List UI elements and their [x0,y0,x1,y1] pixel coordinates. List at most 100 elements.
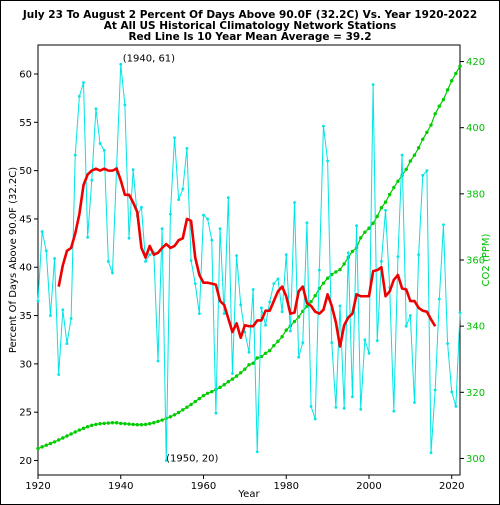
co2-point [119,421,123,426]
y2-tick-label: 300 [466,454,485,465]
percent-point [123,103,127,107]
percent-point [446,342,449,345]
y2-tick-label: 400 [466,123,485,134]
co2-point [259,354,264,359]
co2-point [44,443,48,447]
y2-axis-ticks: 300 320 340 360 380 400 420 [460,57,485,465]
percent-point [131,168,135,172]
percent-point [359,407,363,411]
y-tick-label: 35 [19,311,32,322]
co2-point [139,423,144,427]
co2-point [445,88,450,92]
co2-point [69,432,73,436]
co2-point [148,422,152,426]
co2-point [267,348,272,353]
co2-point [73,430,77,434]
co2-point [234,374,239,378]
percent-point [94,107,98,111]
percent-point [57,373,61,376]
percent-point [86,235,90,239]
co2-point [127,422,131,426]
annotation-1950: (1950, 20) [166,454,218,465]
co2-point [36,446,40,451]
percent-point [346,251,350,255]
co2-point [106,421,111,425]
percent-point [231,372,234,375]
y2-axis-label: CO2 (PPM) [481,233,492,286]
percent-point [44,249,48,253]
co2-point [404,167,408,172]
co2-point [218,385,222,390]
percent-point [210,238,214,242]
co2-point [379,206,384,210]
co2-point [90,423,94,428]
co2-point [135,423,139,427]
percent-point [255,450,259,454]
co2-point [48,441,53,446]
percent-point [338,304,342,308]
co2-point [85,425,90,429]
co2-point [189,402,193,407]
y-tick-label: 60 [19,69,32,80]
co2-point [387,192,392,197]
percent-point [164,459,168,462]
percent-point [214,411,218,415]
co2-point [421,137,425,141]
co2-point [392,185,396,190]
co2-point [40,445,44,449]
percent-point [334,405,338,409]
percent-point [342,406,346,410]
co2-point [156,419,160,424]
percent-point [326,159,330,163]
percent-point [284,253,288,257]
percent-point [36,299,40,303]
percent-point [185,146,189,150]
percent-point [442,223,445,227]
percent-point [317,268,321,272]
percent-point [82,81,85,85]
percent-point [413,401,416,404]
percent-point [144,260,147,263]
x-axis-ticks: 1920 1940 1960 1980 2000 2020 [25,475,464,492]
co2-point [98,422,102,426]
chart-title-line-3: Red Line Is 10 Year Mean Average = 39.2 [128,31,371,43]
co2-point [338,267,342,272]
co2-point [408,159,413,163]
co2-point [330,272,334,277]
percent-point [226,196,230,200]
percent-point [156,359,160,363]
co2-point [375,214,379,219]
percent-point [404,324,408,328]
percent-point [392,409,396,413]
percent-point [148,253,152,257]
percent-point [293,201,296,204]
percent-point [305,221,309,225]
co2-point [396,179,400,183]
x-tick-label: 2020 [439,481,464,492]
percent-point [206,217,210,221]
annotation-1940: (1940, 61) [123,53,175,64]
co2-point [131,422,135,427]
percent-point [408,314,412,317]
y-axis-ticks: 20 25 30 35 40 45 50 55 60 [19,69,38,467]
series-layer [36,62,462,462]
percent-point [173,136,176,140]
percent-point [297,355,301,359]
y-tick-label: 25 [19,408,32,419]
percent-point [417,253,421,257]
co2-point [52,440,57,444]
percent-point [53,257,56,260]
percent-point [193,282,197,286]
co2-point [152,421,156,425]
percent-point [168,212,172,216]
percent-point [106,260,110,263]
co2-point [280,335,284,339]
co2-point [416,146,421,150]
percent-point [239,303,243,307]
percent-point [73,153,77,157]
co2-point [437,104,442,108]
co2-point [450,79,454,83]
percent-point [235,254,238,258]
co2-point [441,97,446,102]
percent-point [127,236,131,240]
